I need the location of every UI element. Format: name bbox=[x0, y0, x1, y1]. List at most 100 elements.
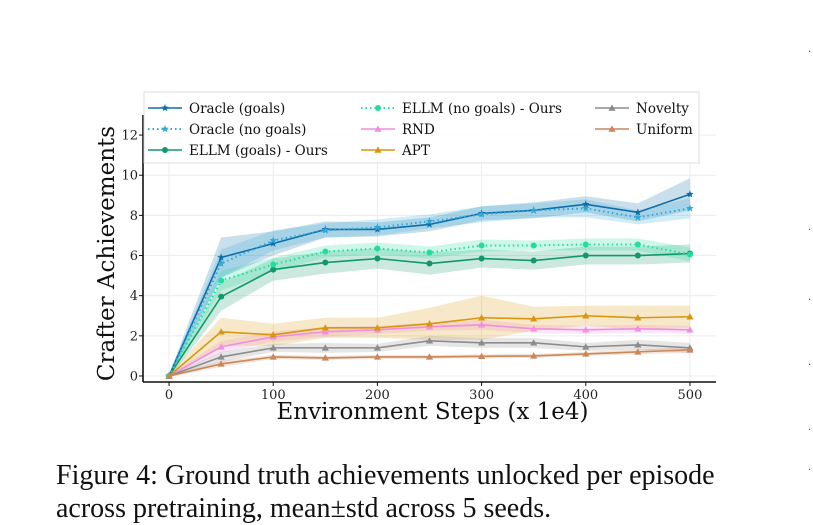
edge-mark: . bbox=[808, 222, 811, 233]
data-point bbox=[581, 200, 590, 208]
legend-label: Novelty bbox=[636, 101, 689, 117]
y-axis-label: Crafter Achievements bbox=[94, 126, 120, 381]
data-point bbox=[686, 313, 694, 320]
data-point bbox=[634, 208, 642, 216]
data-point bbox=[374, 245, 381, 252]
data-point bbox=[217, 253, 225, 261]
data-point bbox=[373, 344, 382, 351]
data-point bbox=[686, 251, 693, 258]
data-point bbox=[634, 348, 642, 355]
data-point bbox=[218, 293, 225, 300]
data-point bbox=[582, 343, 590, 350]
data-point bbox=[477, 321, 486, 328]
data-point bbox=[530, 315, 538, 322]
legend-item: APT bbox=[361, 143, 430, 159]
data-point bbox=[270, 266, 277, 273]
data-point bbox=[321, 354, 329, 361]
data-point bbox=[321, 328, 329, 335]
legend-label: ELLM (goals) - Ours bbox=[189, 143, 328, 159]
edge-mark: . bbox=[808, 292, 811, 303]
legend-marker bbox=[608, 104, 616, 111]
series-group bbox=[165, 321, 694, 379]
y-tick-label: 12 bbox=[121, 129, 138, 144]
std-band bbox=[169, 295, 690, 378]
chart-svg: 0 100 200 300 400 500 0 2 4 6 8 10 12 Environment Ste… bbox=[94, 91, 716, 425]
data-point bbox=[165, 372, 173, 379]
data-point bbox=[425, 353, 434, 360]
legend-label: Oracle (no goals) bbox=[189, 122, 306, 138]
legend-item: ELLM (goals) - Ours bbox=[148, 143, 328, 159]
legend-label: RND bbox=[402, 122, 435, 138]
data-point bbox=[582, 312, 590, 319]
data-point bbox=[634, 241, 641, 248]
data-point bbox=[634, 213, 642, 221]
data-point bbox=[217, 328, 225, 335]
y-tick-label: 6 bbox=[130, 249, 138, 264]
y-tick-label: 4 bbox=[130, 289, 138, 304]
data-point bbox=[218, 277, 225, 284]
data-point bbox=[686, 326, 694, 333]
data-point bbox=[269, 344, 277, 351]
x-tick-label: 0 bbox=[165, 388, 173, 403]
data-point bbox=[686, 190, 694, 198]
data-point bbox=[425, 220, 434, 228]
legend-item: Uniform bbox=[595, 122, 693, 138]
data-point bbox=[373, 223, 382, 231]
data-point bbox=[634, 252, 641, 259]
data-point bbox=[581, 204, 590, 212]
legend-label: ELLM (no goals) - Ours bbox=[402, 101, 562, 117]
data-point bbox=[582, 350, 590, 357]
data-point bbox=[322, 248, 329, 255]
data-point bbox=[321, 344, 329, 351]
data-point bbox=[582, 241, 589, 248]
series-line bbox=[168, 243, 691, 377]
data-point bbox=[269, 239, 278, 247]
legend-box bbox=[143, 91, 700, 164]
x-tick-label: 500 bbox=[678, 388, 703, 403]
series-group bbox=[165, 204, 694, 380]
data-point bbox=[634, 325, 642, 332]
data-point bbox=[634, 314, 642, 321]
std-band bbox=[169, 335, 690, 377]
series-group bbox=[165, 346, 694, 379]
data-point bbox=[582, 326, 590, 333]
data-point bbox=[477, 314, 486, 321]
edge-mark: . bbox=[808, 357, 811, 368]
figure-caption: Figure 4: Ground truth achievements unlo… bbox=[56, 460, 715, 524]
data-point bbox=[373, 324, 382, 331]
legend-marker bbox=[608, 125, 616, 132]
y-tick-label: 2 bbox=[130, 329, 138, 344]
data-point bbox=[322, 259, 329, 266]
data-point bbox=[530, 339, 538, 346]
data-point bbox=[217, 360, 225, 367]
y-tick-label: 10 bbox=[121, 169, 138, 184]
data-point bbox=[425, 320, 434, 327]
legend-label: APT bbox=[401, 143, 430, 159]
y-tick-label: 0 bbox=[130, 369, 138, 384]
data-point bbox=[321, 324, 329, 331]
data-point bbox=[269, 331, 277, 338]
data-point bbox=[634, 341, 642, 348]
legend-marker bbox=[375, 105, 381, 111]
data-point bbox=[425, 337, 434, 344]
data-point bbox=[478, 242, 485, 249]
data-point bbox=[321, 226, 330, 234]
data-point bbox=[374, 255, 381, 262]
data-point bbox=[426, 260, 433, 267]
data-point bbox=[529, 206, 538, 214]
data-point bbox=[530, 352, 538, 359]
data-point bbox=[270, 261, 277, 268]
legend-label: Oracle (goals) bbox=[189, 101, 285, 117]
legend-marker bbox=[374, 125, 382, 132]
data-point bbox=[477, 210, 486, 218]
data-point bbox=[269, 353, 277, 360]
data-point bbox=[582, 252, 589, 259]
data-point bbox=[478, 255, 485, 262]
data-point bbox=[686, 346, 694, 353]
legend-item: Oracle (no goals) bbox=[148, 122, 306, 138]
y-tick-label: 8 bbox=[130, 209, 138, 224]
std-band bbox=[169, 198, 690, 378]
page-edge-marks: . . . . . . bbox=[808, 44, 811, 473]
x-tick-label: 200 bbox=[365, 388, 390, 403]
legend-marker bbox=[162, 147, 168, 153]
